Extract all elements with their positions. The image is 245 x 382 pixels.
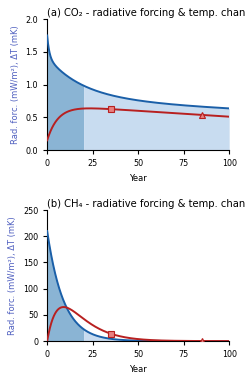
X-axis label: Year: Year	[129, 174, 147, 183]
X-axis label: Year: Year	[129, 365, 147, 374]
Text: (b) CH₄ - radiative forcing & temp. change: (b) CH₄ - radiative forcing & temp. chan…	[47, 199, 245, 209]
Text: (a) CO₂ - radiative forcing & temp. change: (a) CO₂ - radiative forcing & temp. chan…	[47, 8, 245, 18]
Y-axis label: Rad. forc. (mW/m²), ΔT (mK): Rad. forc. (mW/m²), ΔT (mK)	[11, 25, 20, 144]
Y-axis label: Rad. forc. (mW/m²), ΔT (mK): Rad. forc. (mW/m²), ΔT (mK)	[8, 216, 17, 335]
